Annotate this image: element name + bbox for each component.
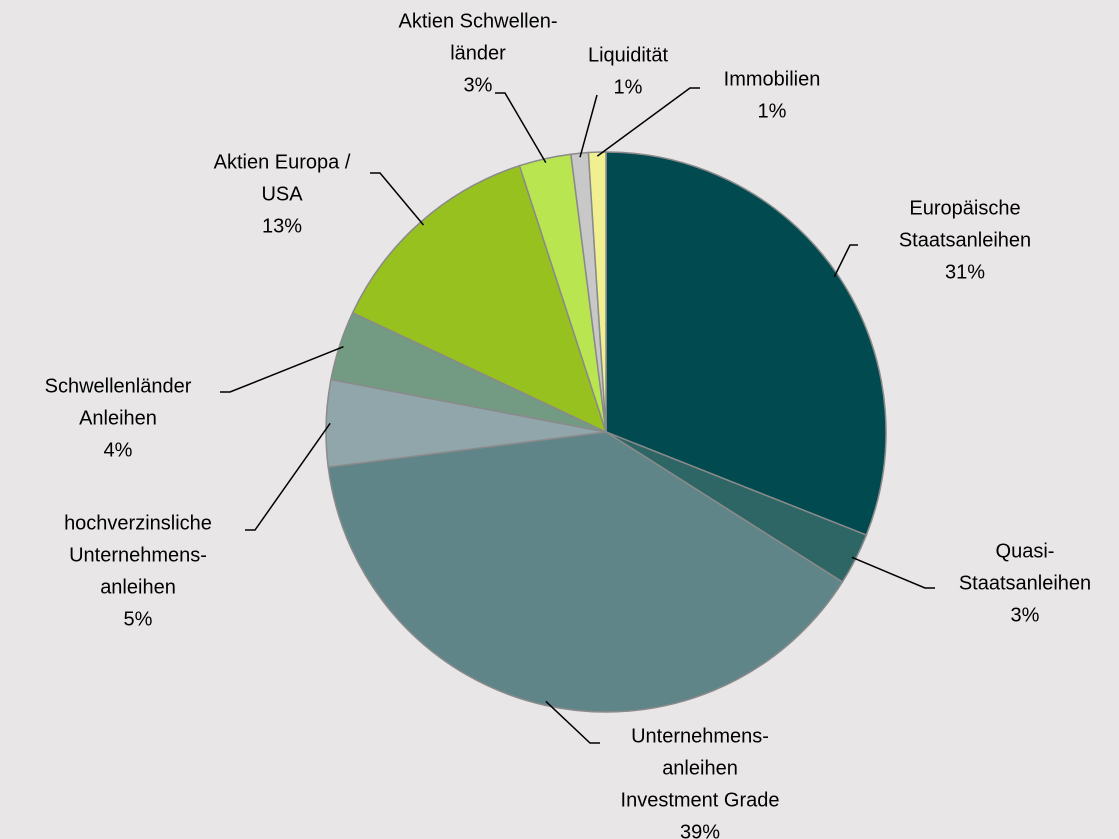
slice-label: Unternehmens- [69, 544, 207, 566]
value-label: 3% [1011, 604, 1040, 626]
slice-label: Liquidität [588, 44, 669, 66]
slice-label: Anleihen [79, 407, 157, 429]
value-label: 1% [758, 100, 787, 122]
leader-line [495, 92, 547, 164]
slice-label: Aktien Schwellen- [399, 10, 558, 32]
slice-label: Unternehmens- [631, 725, 769, 747]
pie-slice [587, 151, 607, 433]
value-label: 5% [124, 608, 153, 630]
slice-label: USA [261, 183, 303, 205]
value-label: 39% [680, 821, 720, 839]
pie-slice [327, 431, 844, 713]
leader-line [545, 700, 600, 744]
value-label: 1% [614, 76, 643, 98]
leader-line [851, 556, 935, 589]
value-label: 13% [262, 215, 302, 237]
leader-line [833, 244, 858, 278]
slice-label: Staatsanleihen [959, 572, 1091, 594]
leader-line [579, 94, 598, 158]
value-label: 4% [104, 439, 133, 461]
slice-label: Staatsanleihen [899, 229, 1031, 251]
slice-label: Immobilien [724, 68, 821, 90]
slice-label: Europäische [909, 197, 1020, 219]
leader-line [245, 422, 331, 531]
slice-label: Quasi- [996, 540, 1055, 562]
value-label: 31% [945, 261, 985, 283]
slice-label: anleihen [100, 576, 176, 598]
slice-label: Investment Grade [621, 789, 780, 811]
leader-line [596, 87, 700, 157]
slice-label: länder [450, 42, 506, 64]
leader-line [220, 346, 344, 393]
slice-label: hochverzinsliche [64, 512, 212, 534]
slice-label: anleihen [662, 757, 738, 779]
leader-line [370, 172, 425, 226]
slice-label: Aktien Europa / [214, 151, 351, 173]
pie-slice [605, 151, 887, 537]
slice-label: Schwellenländer [45, 375, 192, 397]
value-label: 3% [464, 74, 493, 96]
